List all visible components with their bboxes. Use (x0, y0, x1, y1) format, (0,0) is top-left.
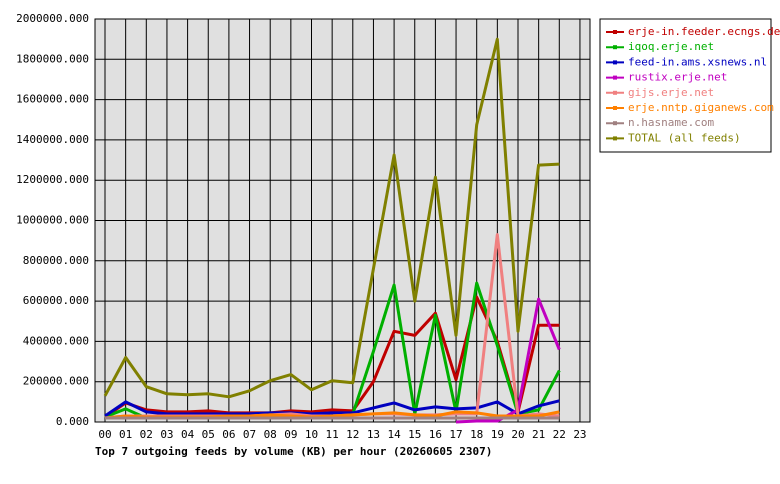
series-line (104, 399, 560, 418)
x-tick-label: 12 (346, 428, 359, 441)
y-tick-label: 2000000.000 (16, 12, 89, 25)
y-tick-label: 1800000.000 (16, 52, 89, 65)
x-tick-label: 00 (98, 428, 111, 441)
x-tick-label: 07 (243, 428, 256, 441)
x-tick-label: 04 (181, 428, 195, 441)
y-tick-label: 600000.000 (23, 294, 89, 307)
x-tick-label: 23 (573, 428, 586, 441)
legend-dot (613, 106, 617, 110)
legend-dot (613, 90, 617, 95)
x-tick-label: 02 (140, 428, 153, 441)
y-tick-label: 0.000 (56, 415, 89, 428)
x-tick-label: 15 (408, 428, 421, 441)
legend-dot (613, 136, 617, 141)
legend-label: iqoq.erje.net (628, 40, 714, 53)
x-tick-label: 21 (532, 428, 545, 441)
x-tick-label: 09 (284, 428, 297, 441)
y-tick-label: 1600000.000 (16, 93, 89, 106)
legend-label: TOTAL (all feeds) (628, 131, 741, 144)
x-tick-label: 20 (511, 428, 524, 441)
legend-label: gijs.erje.net (628, 86, 714, 99)
x-tick-label: 10 (305, 428, 318, 441)
x-tick-label: 22 (553, 428, 566, 441)
y-tick-label: 200000.000 (23, 375, 89, 388)
y-tick-label: 1400000.000 (16, 133, 89, 146)
series-line (103, 37, 560, 399)
legend-label: feed-in.ams.xsnews.nl (628, 55, 767, 68)
x-tick-label: 13 (367, 428, 380, 441)
x-tick-label: 06 (222, 428, 235, 441)
plot-border (94, 18, 591, 423)
legend-box (599, 18, 772, 153)
legend-dot (613, 75, 617, 80)
x-tick-label: 03 (160, 428, 173, 441)
y-tick-label: 1200000.000 (16, 173, 89, 186)
chart-title: Top 7 outgoing feeds by volume (KB) per … (95, 445, 492, 458)
x-tick-label: 18 (470, 428, 483, 441)
legend-label: erje-in.feeder.ecngs.de (628, 25, 780, 38)
y-tick-label: 1000000.000 (16, 214, 89, 227)
series-line (104, 295, 560, 419)
legend-dot (613, 121, 617, 126)
y-tick-label: 400000.000 (23, 334, 89, 347)
x-tick-label: 14 (387, 428, 401, 441)
x-tick-label: 16 (429, 428, 442, 441)
legend-label: rustix.erje.net (628, 71, 727, 84)
legend-dot (613, 60, 617, 65)
legend-dot (613, 45, 617, 50)
legend-label: erje.nntp.giganews.com (628, 101, 774, 114)
x-tick-label: 05 (202, 428, 215, 441)
y-tick-label: 800000.000 (23, 254, 89, 267)
x-tick-label: 19 (491, 428, 504, 441)
x-tick-label: 01 (119, 428, 132, 441)
legend-dot (613, 30, 617, 34)
x-tick-label: 17 (449, 428, 462, 441)
x-tick-label: 08 (264, 428, 277, 441)
legend-label: n.hasname.com (628, 116, 714, 129)
x-tick-label: 11 (326, 428, 339, 441)
